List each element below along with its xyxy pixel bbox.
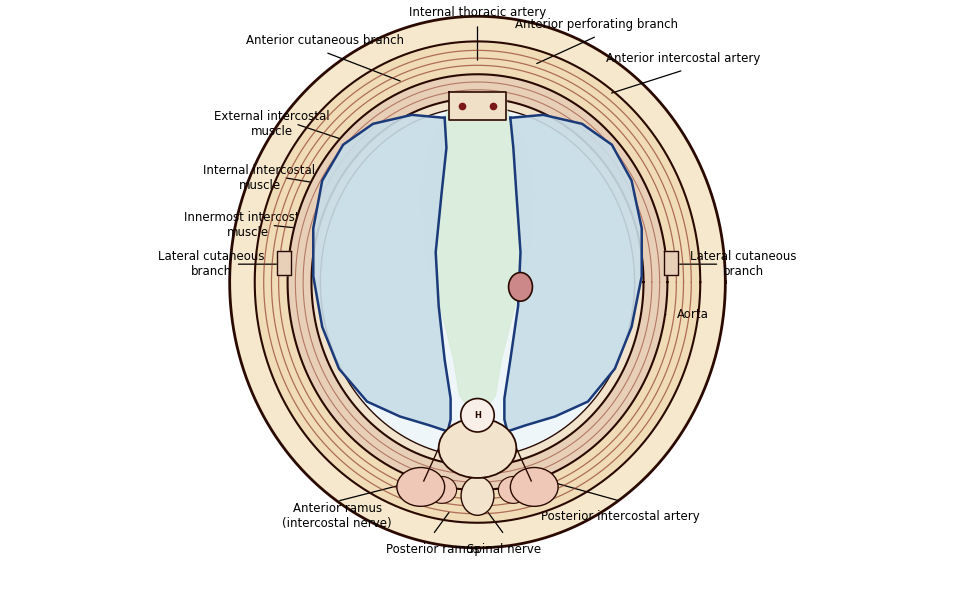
Ellipse shape: [427, 476, 456, 503]
Text: Anterior cutaneous branch: Anterior cutaneous branch: [246, 34, 404, 47]
Polygon shape: [255, 41, 700, 523]
Polygon shape: [504, 115, 642, 431]
Text: Spinal nerve: Spinal nerve: [467, 543, 541, 556]
Polygon shape: [229, 16, 726, 548]
Text: Innermost intercostal
muscle: Innermost intercostal muscle: [184, 211, 310, 239]
Ellipse shape: [397, 467, 445, 506]
Polygon shape: [311, 98, 644, 466]
Text: Posterior intercostal artery: Posterior intercostal artery: [541, 509, 700, 523]
Text: Lateral cutaneous
branch: Lateral cutaneous branch: [159, 250, 265, 278]
Polygon shape: [321, 107, 634, 457]
Text: Anterior perforating branch: Anterior perforating branch: [516, 17, 678, 31]
Polygon shape: [449, 92, 506, 119]
Text: Anterior intercostal artery: Anterior intercostal artery: [606, 52, 761, 65]
Polygon shape: [313, 115, 451, 431]
Text: Right Lung: Right Lung: [342, 266, 416, 280]
Text: Anterior ramus
(intercostal nerve): Anterior ramus (intercostal nerve): [283, 502, 392, 530]
Polygon shape: [287, 74, 668, 490]
Text: Aorta: Aorta: [676, 308, 709, 322]
Ellipse shape: [499, 476, 528, 503]
Text: Posterior ramus: Posterior ramus: [386, 543, 479, 556]
Polygon shape: [278, 251, 291, 275]
Ellipse shape: [438, 418, 517, 478]
Text: Lateral cutaneous
branch: Lateral cutaneous branch: [690, 250, 796, 278]
Polygon shape: [421, 100, 534, 419]
Text: Internal thoracic artery: Internal thoracic artery: [409, 5, 546, 19]
Ellipse shape: [510, 467, 558, 506]
Ellipse shape: [509, 272, 533, 301]
Circle shape: [460, 398, 495, 432]
Ellipse shape: [461, 476, 494, 515]
Text: H: H: [474, 411, 481, 420]
Text: External intercostal
muscle: External intercostal muscle: [214, 110, 329, 138]
Text: Mediastinum: Mediastinum: [433, 203, 522, 217]
Text: Internal intercostal
muscle: Internal intercostal muscle: [203, 164, 315, 191]
Text: Left Lung: Left Lung: [540, 266, 605, 280]
Polygon shape: [664, 251, 677, 275]
